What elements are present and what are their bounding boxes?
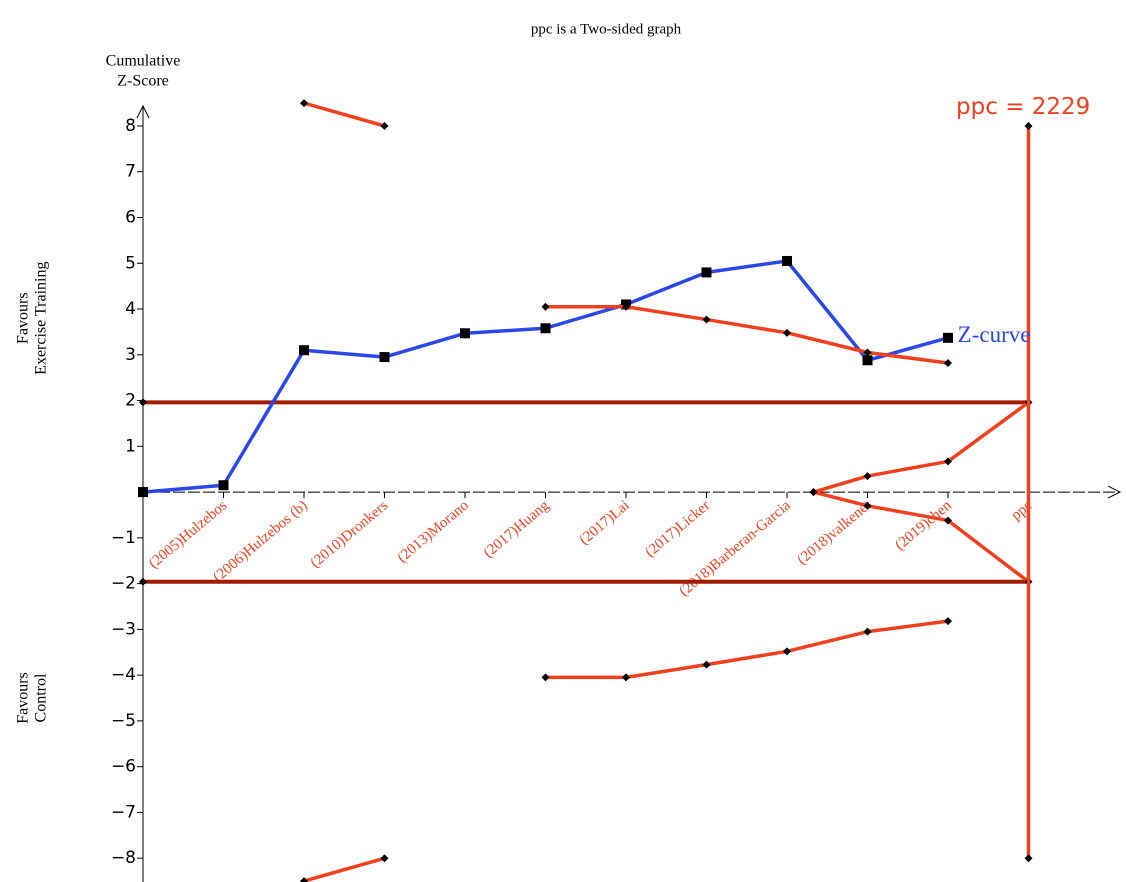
series-line: [813, 400, 1030, 494]
diamond-marker: [139, 577, 147, 586]
x-tick-label: (2019)chen: [892, 497, 955, 553]
x-axis-arrow: [1107, 485, 1122, 499]
y-tick-label: 4: [125, 299, 136, 319]
diamond-marker: [944, 617, 952, 626]
diamond-marker: [622, 673, 630, 682]
x-tick-label: (2013)Morano: [394, 498, 471, 566]
y-tick-label: −1: [111, 528, 136, 548]
x-tick-label: (2018)valkenet: [794, 497, 874, 568]
diamond-marker: [541, 673, 550, 682]
diamond-marker: [783, 647, 791, 656]
y-tick-label: −3: [111, 619, 136, 639]
x-tick-label: (2017)Huang: [481, 497, 553, 561]
diamond-marker: [1024, 121, 1033, 130]
y-tick-label: 1: [125, 436, 136, 456]
diamond-marker: [380, 854, 389, 863]
y-tick-label: 2: [125, 391, 136, 411]
square-marker: [701, 267, 712, 278]
square-marker: [460, 328, 470, 339]
diamond-marker: [944, 516, 952, 525]
square-marker: [862, 355, 873, 366]
x-tick-label: (2017)Licker: [642, 498, 713, 561]
square-marker: [299, 345, 309, 356]
square-marker: [138, 487, 148, 498]
diamond-marker: [380, 121, 389, 130]
diamond-marker: [863, 348, 872, 357]
series-line: [142, 259, 949, 494]
y-axis-title: Z-Score: [117, 73, 169, 90]
y-tick-label: 8: [125, 116, 136, 136]
diamond-marker: [863, 627, 872, 636]
y-tick-label: 5: [125, 253, 136, 273]
side-label: Favours: [15, 672, 32, 724]
x-tick-label: ppc: [1008, 497, 1035, 523]
chart-title: ppc is a Two-sided graph: [531, 21, 682, 37]
y-tick-label: −8: [111, 848, 136, 868]
diamond-marker: [702, 660, 711, 669]
diamond-marker: [944, 359, 952, 368]
square-marker: [943, 332, 953, 343]
annotation: Z-curve: [958, 322, 1031, 347]
diamond-marker: [300, 99, 308, 108]
y-tick-label: −5: [111, 711, 136, 731]
series-line: [303, 619, 949, 882]
annotation: ppc = 2229: [956, 94, 1090, 120]
square-marker: [782, 255, 792, 266]
square-marker: [540, 323, 551, 334]
y-tick-label: −4: [111, 665, 136, 685]
diamond-marker: [809, 488, 818, 497]
diamond-marker: [1024, 854, 1033, 863]
diamond-marker: [944, 457, 952, 466]
side-label: Favours: [15, 292, 32, 344]
square-marker: [379, 352, 390, 363]
y-tick-label: 7: [125, 162, 136, 182]
diamond-marker: [783, 328, 791, 337]
diamond-marker: [622, 302, 630, 311]
series-line: [813, 490, 1030, 584]
diamond-marker: [863, 501, 872, 510]
diamond-marker: [863, 472, 872, 481]
diamond-marker: [541, 302, 550, 311]
side-label: Exercise Training: [33, 262, 50, 375]
y-tick-label: −2: [111, 574, 136, 594]
y-axis-title: Cumulative: [106, 53, 181, 70]
y-tick-label: −6: [111, 757, 136, 777]
x-tick-label: (2005)Hulzebos: [146, 497, 230, 571]
y-tick-label: 3: [125, 345, 136, 365]
x-tick-label: (2010)Dronkers: [308, 497, 392, 571]
y-axis-arrow: [136, 104, 150, 119]
diamond-marker: [702, 315, 711, 324]
series-line: [303, 101, 949, 365]
diamond-marker: [300, 877, 308, 882]
y-tick-label: 6: [125, 207, 136, 227]
diamond-marker: [139, 398, 147, 407]
side-label: Control: [33, 673, 50, 722]
square-marker: [218, 480, 229, 491]
y-tick-label: −7: [111, 802, 136, 822]
x-tick-label: (2017)Lai: [577, 498, 633, 549]
